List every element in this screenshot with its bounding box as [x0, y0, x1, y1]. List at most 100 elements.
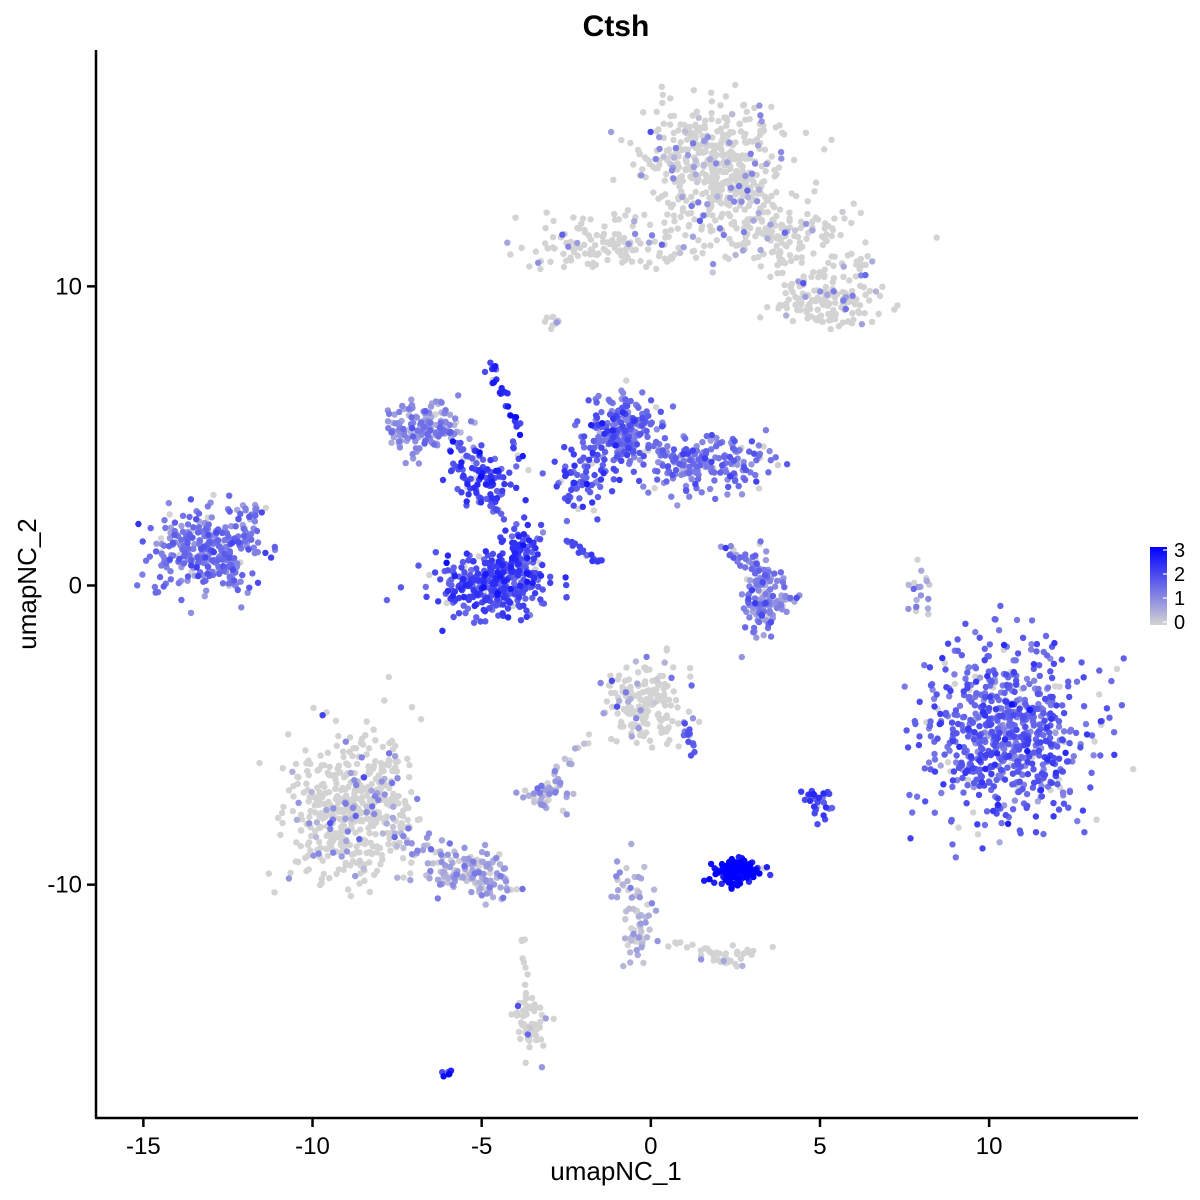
cell-point	[367, 839, 374, 846]
cell-point	[819, 318, 826, 325]
cell-point	[643, 709, 651, 716]
cell-point	[1013, 726, 1020, 733]
cell-point	[482, 901, 489, 908]
cell-point	[482, 570, 489, 578]
cell-point	[381, 791, 388, 798]
cell-point	[350, 745, 357, 752]
cell-point	[1055, 755, 1063, 762]
cell-point	[810, 803, 818, 810]
cell-point	[330, 805, 337, 812]
cell-point	[986, 641, 993, 648]
cell-point	[162, 524, 169, 532]
cell-point	[647, 128, 654, 136]
cell-point	[737, 554, 744, 561]
cell-point	[767, 871, 774, 879]
cell-point	[153, 540, 160, 547]
cell-point	[681, 720, 688, 727]
cell-point	[939, 654, 946, 662]
cell-point	[356, 880, 363, 887]
cell-point	[414, 847, 421, 854]
cell-point	[722, 544, 729, 552]
cell-point	[581, 241, 588, 248]
cell-point	[674, 225, 681, 232]
cell-point	[447, 467, 455, 475]
cell-point	[676, 174, 683, 182]
cell-point	[139, 571, 146, 578]
cell-point	[997, 766, 1005, 774]
cell-point	[914, 556, 921, 563]
cell-point	[214, 557, 221, 564]
cell-point	[1015, 746, 1023, 753]
cell-point	[669, 471, 676, 479]
cell-point	[821, 146, 828, 153]
cell-point	[504, 614, 512, 621]
cell-point	[563, 471, 570, 478]
cell-point	[1047, 710, 1054, 717]
cell-point	[692, 129, 699, 137]
cell-point	[539, 470, 546, 477]
cell-point	[522, 994, 529, 1001]
cell-point	[736, 120, 744, 128]
cell-point	[925, 595, 932, 603]
cell-point	[434, 895, 441, 902]
cell-point	[755, 618, 763, 626]
cell-point	[599, 420, 606, 427]
cell-point	[593, 231, 600, 239]
cell-point	[1000, 641, 1008, 649]
cell-point	[708, 468, 716, 476]
cell-point	[1088, 769, 1095, 776]
cell-point	[642, 919, 649, 926]
cell-point	[601, 456, 608, 463]
cell-point	[297, 842, 304, 850]
cell-point	[916, 698, 923, 705]
cell-point	[289, 807, 296, 815]
cell-point	[817, 288, 824, 295]
cell-point	[625, 240, 632, 248]
cell-point	[912, 720, 919, 728]
cell-point	[949, 783, 956, 791]
cell-point	[540, 1042, 547, 1049]
cell-point	[1040, 830, 1047, 838]
cell-point	[654, 476, 661, 483]
cell-point	[626, 458, 634, 465]
cell-point	[663, 170, 670, 178]
cell-point	[662, 228, 669, 235]
cell-point	[1035, 747, 1043, 755]
cell-point	[1005, 752, 1013, 760]
cell-point	[1009, 781, 1016, 788]
cell-point	[318, 781, 325, 789]
cell-point	[316, 795, 324, 802]
cell-point	[769, 592, 777, 600]
cell-point	[178, 596, 185, 604]
cell-point	[219, 580, 227, 587]
cell-point	[922, 798, 929, 805]
cell-point	[1060, 800, 1068, 807]
cell-point	[589, 263, 596, 270]
cell-point	[238, 604, 245, 611]
cell-point	[646, 737, 654, 744]
cell-point	[722, 253, 729, 260]
cell-point	[1032, 829, 1040, 836]
cell-point	[1030, 661, 1038, 668]
cell-point	[507, 585, 514, 593]
cell-point	[951, 680, 959, 687]
cell-point	[139, 538, 146, 545]
cell-point	[511, 525, 518, 533]
cell-point	[668, 674, 675, 681]
cell-point	[740, 228, 748, 236]
cell-point	[862, 261, 869, 268]
cell-point	[274, 814, 282, 822]
cell-point	[365, 767, 373, 774]
cell-point	[477, 885, 484, 892]
cell-point	[940, 781, 947, 788]
cell-point	[671, 154, 678, 161]
cell-point	[401, 432, 408, 439]
cell-point	[685, 469, 692, 476]
cell-point	[453, 871, 460, 878]
cell-point	[724, 159, 731, 166]
cell-point	[758, 118, 765, 125]
cell-point	[670, 136, 677, 144]
cell-point	[670, 212, 678, 219]
cell-point	[408, 704, 416, 711]
cell-point	[310, 852, 317, 859]
